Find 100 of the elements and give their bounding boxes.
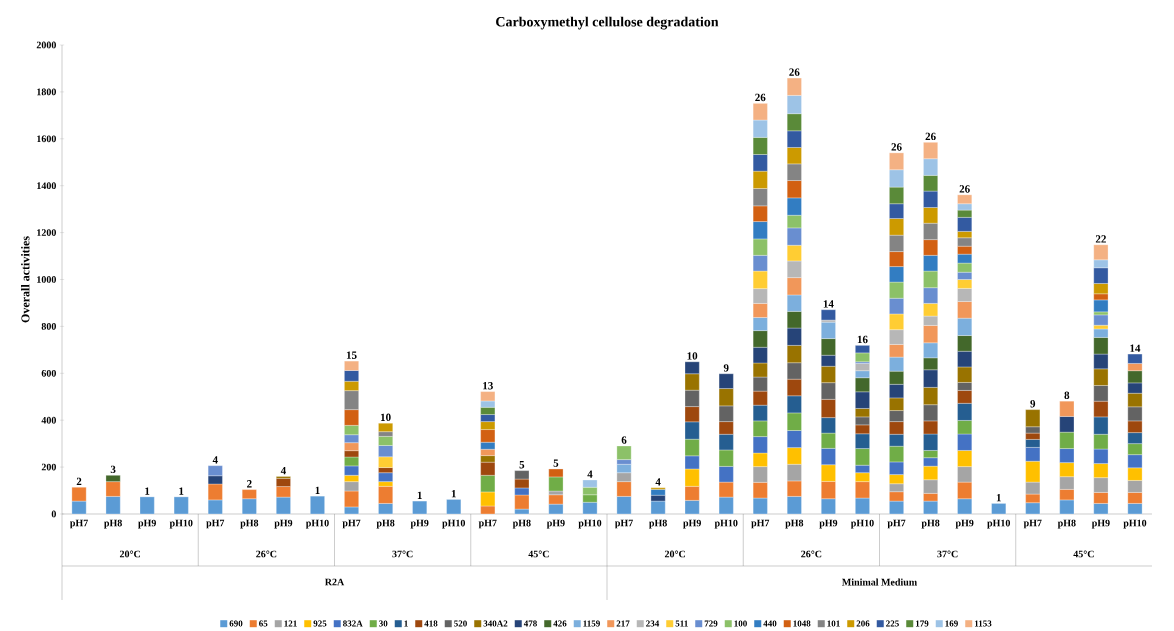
text: 37°C <box>937 550 958 558</box>
legend-label: 520 <box>454 620 467 627</box>
y-axis-title: Overall activities <box>21 236 30 323</box>
annotation: 26 <box>755 93 766 102</box>
y-tick-label: 1000 <box>37 276 56 283</box>
legend-label: 925 <box>313 620 327 627</box>
x-tick-label: pH8 <box>376 519 395 529</box>
legend-label: 340A2 <box>483 620 508 627</box>
annotation: 26 <box>959 185 970 193</box>
x-tick-label: pH9 <box>819 519 838 529</box>
annotation: 2 <box>247 480 252 488</box>
x-tick-label: pH9 <box>955 519 974 529</box>
y-tick-label: 600 <box>41 369 56 377</box>
legend-label: 1153 <box>974 620 992 627</box>
legend-label: 418 <box>424 620 438 627</box>
annotation: 3 <box>110 465 116 474</box>
annotation: 14 <box>823 300 834 308</box>
text: 20°C <box>664 550 685 558</box>
y-tick-label: 1600 <box>37 135 56 143</box>
x-tick-label: pH7 <box>614 519 633 529</box>
x-tick-label: pH7 <box>1023 519 1042 529</box>
annotation: 1 <box>145 487 150 495</box>
legend-label: 832A <box>343 620 363 627</box>
x-tick-label: pH7 <box>751 519 770 529</box>
x-tick-label: pH8 <box>785 519 804 529</box>
legend-label: 179 <box>915 620 929 627</box>
legend-label: 511 <box>675 620 688 627</box>
x-tick-label: pH8 <box>921 519 940 529</box>
x-tick-label: pH10 <box>850 519 874 529</box>
annotation: 10 <box>687 352 698 360</box>
annotation: 5 <box>519 461 525 469</box>
annotation: 4 <box>655 478 661 486</box>
annotation: 10 <box>380 413 391 422</box>
text: 26°C <box>256 550 277 558</box>
legend-label: 101 <box>827 620 840 627</box>
x-tick-label: pH9 <box>1091 519 1110 529</box>
legend-label: 478 <box>523 620 537 627</box>
x-tick-label: pH9 <box>683 519 701 529</box>
annotation: 1 <box>315 486 320 494</box>
text: 20°C <box>119 550 140 558</box>
legend-label: 100 <box>734 620 747 627</box>
y-tick-label: 1800 <box>37 88 56 96</box>
x-tick-label: pH8 <box>240 519 259 529</box>
x-tick-label: pH8 <box>512 519 531 529</box>
text: R2A <box>324 578 345 586</box>
text: 45°C <box>1073 550 1094 558</box>
annotation: 6 <box>621 436 627 444</box>
x-tick-label: pH10 <box>305 519 329 529</box>
annotation: 26 <box>789 68 800 76</box>
annotation: 1 <box>996 493 1001 502</box>
y-tick-label: 0 <box>51 510 56 518</box>
annotation: 2 <box>76 477 82 486</box>
x-tick-label: pH7 <box>206 519 225 529</box>
legend-label: 1159 <box>583 620 600 627</box>
x-tick-label: pH8 <box>1057 519 1076 529</box>
legend-label: 206 <box>856 620 870 627</box>
legend-label: 169 <box>945 620 958 627</box>
annotation: 26 <box>891 143 902 151</box>
annotation: 14 <box>1130 344 1141 352</box>
legend-label: 234 <box>646 620 660 627</box>
annotation: 1 <box>451 489 456 498</box>
annotation: 1 <box>179 487 184 495</box>
annotation: 8 <box>1064 391 1070 399</box>
annotation: 15 <box>346 351 357 359</box>
annotation: 5 <box>553 459 559 467</box>
text: Minimal Medium <box>842 578 917 586</box>
legend-label: 1048 <box>793 620 811 627</box>
y-tick-label: 800 <box>41 323 56 330</box>
legend-label: 1 <box>404 620 408 627</box>
y-tick-label: 400 <box>41 416 56 424</box>
x-tick-label: pH8 <box>104 519 122 529</box>
annotation: 13 <box>483 382 493 390</box>
annotation: 4 <box>587 470 593 478</box>
y-tick-label: 2000 <box>36 41 56 49</box>
x-tick-label: pH10 <box>442 519 466 529</box>
x-tick-label: pH10 <box>987 519 1011 529</box>
annotation: 1 <box>417 491 422 499</box>
x-tick-label: pH9 <box>138 519 156 529</box>
legend-label: 65 <box>259 620 268 627</box>
y-tick-label: 1400 <box>37 182 56 190</box>
legend-label: 440 <box>763 620 777 627</box>
x-tick-label: pH10 <box>169 519 193 529</box>
legend-label: 30 <box>379 620 388 627</box>
y-tick-label: 200 <box>41 463 56 471</box>
x-tick-label: pH9 <box>274 519 293 529</box>
x-tick-label: pH10 <box>578 519 602 529</box>
annotation: 4 <box>212 456 218 464</box>
x-tick-label: pH10 <box>714 519 738 529</box>
annotation: 4 <box>280 467 286 475</box>
annotation: 26 <box>925 132 936 141</box>
x-tick-label: pH7 <box>70 519 88 529</box>
x-tick-label: pH7 <box>478 519 497 529</box>
annotation: 22 <box>1095 235 1106 243</box>
x-tick-label: pH9 <box>410 519 429 529</box>
x-tick-label: pH7 <box>887 519 906 529</box>
text: 45°C <box>528 550 549 558</box>
y-tick-label: 1200 <box>37 229 56 236</box>
x-tick-label: pH9 <box>546 519 565 529</box>
legend-label: 225 <box>886 620 899 627</box>
text: 26°C <box>801 550 822 558</box>
